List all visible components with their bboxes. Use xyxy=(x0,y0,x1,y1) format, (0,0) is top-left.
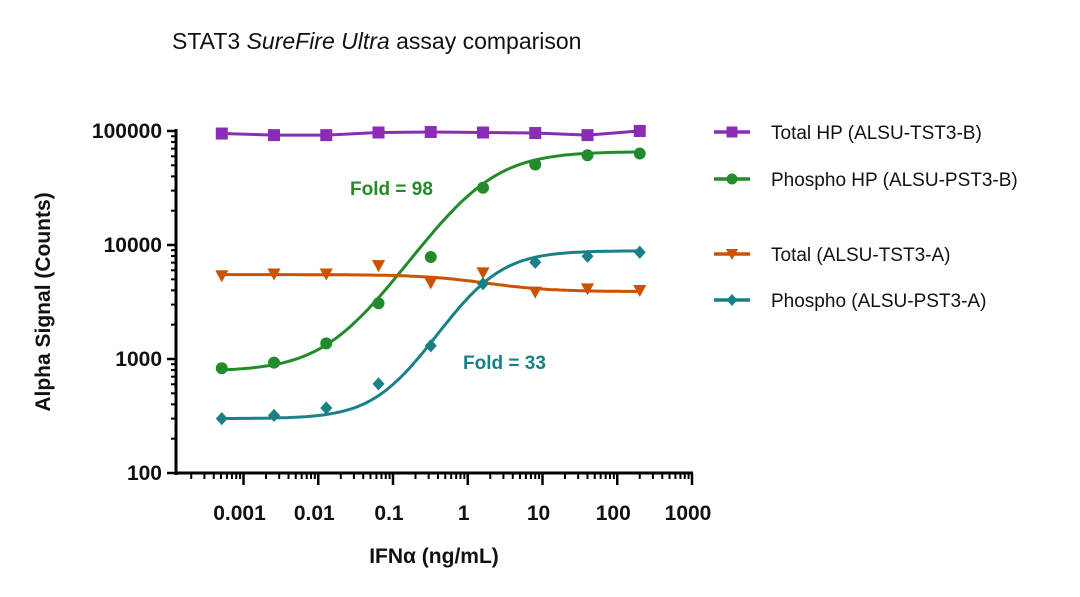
legend-marker-square-icon xyxy=(726,126,738,138)
y-axis-title: Alpha Signal (Counts) xyxy=(32,192,55,411)
data-point-s4 xyxy=(529,255,542,269)
data-point-s1 xyxy=(581,129,594,142)
data-point-s2 xyxy=(581,149,594,162)
legend: Total HP (ALSU-TST3-B) Phospho HP (ALSU-P… xyxy=(714,123,1018,312)
data-point-s1 xyxy=(268,129,281,142)
title-part: STAT3 xyxy=(172,28,247,54)
data-point-s1 xyxy=(633,125,646,137)
x-tick-label: 10 xyxy=(527,502,550,525)
data-point-s4 xyxy=(633,245,646,259)
data-point-s3 xyxy=(319,268,333,281)
data-point-s3 xyxy=(424,277,438,290)
x-tick-label: 0.1 xyxy=(374,502,404,525)
data-point-s4 xyxy=(424,339,437,353)
data-point-s3 xyxy=(633,284,647,297)
data-point-s4 xyxy=(372,377,385,391)
chart-title: STAT3 SureFire Ultra assay comparison xyxy=(172,28,581,55)
data-point-s2 xyxy=(477,181,490,194)
annotation-fold-98: Fold = 98 xyxy=(350,179,433,200)
title-italic-part: SureFire Ultra xyxy=(246,28,390,54)
fit-curves xyxy=(221,129,640,420)
legend-marker-triangle-down-icon xyxy=(725,249,739,261)
x-tick-label: 100 xyxy=(596,502,631,525)
data-point-s2 xyxy=(372,297,385,310)
x-tick-label: 1 xyxy=(458,502,470,525)
x-tick-label: 1000 xyxy=(665,502,712,525)
x-tick-label: 0.01 xyxy=(294,502,335,525)
data-point-s4 xyxy=(477,277,490,291)
legend-label: Phospho HP (ALSU-PST3-B) xyxy=(771,170,1018,191)
data-point-s3 xyxy=(528,286,542,299)
data-point-s1 xyxy=(424,126,437,139)
data-point-s1 xyxy=(529,127,542,140)
data-point-s2 xyxy=(529,158,542,171)
annotation-fold-33: Fold = 33 xyxy=(463,353,546,374)
legend-label: Total HP (ALSU-TST3-B) xyxy=(771,123,982,144)
data-point-s1 xyxy=(477,126,490,139)
y-tick-label: 100000 xyxy=(92,120,162,143)
data-point-s2 xyxy=(633,147,646,160)
data-point-s2 xyxy=(215,362,228,375)
y-tick-label: 1000 xyxy=(115,348,162,371)
data-point-s2 xyxy=(268,356,281,369)
x-axis-title: IFNα (ng/mL) xyxy=(369,545,499,568)
fit-curve-3 xyxy=(221,273,640,293)
data-point-s4 xyxy=(320,401,333,415)
data-point-s2 xyxy=(424,250,437,263)
y-tick-label: 10000 xyxy=(104,234,162,257)
data-point-s1 xyxy=(372,126,385,139)
legend-label: Phospho (ALSU-PST3-A) xyxy=(771,291,986,312)
data-points xyxy=(215,125,647,426)
data-point-s2 xyxy=(320,337,333,350)
data-point-s3 xyxy=(371,260,386,273)
legend-marker-circle-icon xyxy=(726,173,738,185)
data-point-s3 xyxy=(580,283,595,296)
data-point-s3 xyxy=(476,267,490,280)
data-point-s4 xyxy=(215,412,228,426)
x-tick-label: 0.001 xyxy=(213,502,266,525)
y-tick-label: 100 xyxy=(127,462,162,485)
legend-label: Total (ALSU-TST3-A) xyxy=(771,245,950,266)
legend-marker-diamond-icon xyxy=(726,293,738,307)
fit-curve-2 xyxy=(221,150,640,372)
data-point-s3 xyxy=(215,270,229,283)
axes: 100 1000 10000 100000 0.001 0.01 0.1 1 10 100 1000 xyxy=(92,120,711,525)
data-point-s4 xyxy=(581,249,594,263)
data-point-s3 xyxy=(267,268,281,281)
title-part: assay comparison xyxy=(389,28,582,54)
data-point-s4 xyxy=(268,408,281,423)
data-point-s1 xyxy=(215,127,228,140)
data-point-s1 xyxy=(320,129,333,142)
